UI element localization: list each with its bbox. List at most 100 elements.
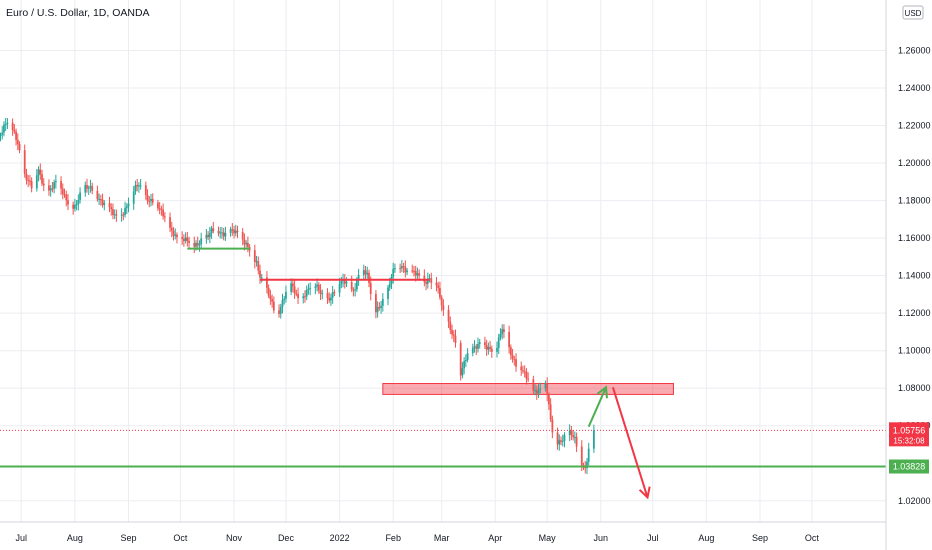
candle bbox=[295, 289, 298, 297]
candle bbox=[1, 126, 4, 140]
candle bbox=[592, 424, 595, 453]
candle bbox=[319, 284, 322, 300]
candle-body bbox=[169, 217, 171, 228]
candle bbox=[425, 278, 427, 291]
candle bbox=[466, 348, 469, 363]
candle-body bbox=[84, 185, 87, 193]
candle-body bbox=[281, 300, 284, 307]
candle-body bbox=[293, 286, 296, 294]
candle bbox=[485, 339, 488, 356]
candle-body bbox=[575, 436, 578, 447]
candle-body bbox=[584, 467, 587, 469]
candle bbox=[54, 174, 57, 189]
candle-body bbox=[549, 404, 552, 420]
candle bbox=[575, 432, 578, 453]
currency-button-label: USD bbox=[905, 9, 922, 18]
candle-body bbox=[314, 286, 317, 288]
candle-body bbox=[205, 234, 208, 239]
candle-body bbox=[233, 229, 235, 234]
candle-body bbox=[354, 289, 357, 291]
candle bbox=[520, 361, 523, 376]
candle-body bbox=[207, 234, 209, 238]
candle-body bbox=[558, 440, 561, 445]
candle bbox=[411, 264, 414, 274]
candle bbox=[309, 282, 312, 296]
candle bbox=[221, 226, 223, 239]
candle bbox=[489, 340, 491, 352]
candle bbox=[163, 212, 166, 223]
down-arrow[interactable] bbox=[611, 386, 651, 500]
candle bbox=[115, 209, 118, 222]
candle-body bbox=[537, 389, 540, 394]
candle-body bbox=[485, 345, 488, 350]
candle-body bbox=[449, 321, 452, 331]
candle-body bbox=[29, 180, 31, 182]
candle bbox=[503, 324, 505, 339]
candle-body bbox=[388, 284, 391, 288]
candle bbox=[193, 236, 196, 254]
candle-body bbox=[1, 132, 4, 135]
candle-body bbox=[345, 281, 348, 284]
candle-body bbox=[253, 250, 256, 263]
candle-body bbox=[122, 214, 125, 216]
candle bbox=[246, 236, 249, 253]
up-arrow[interactable] bbox=[587, 385, 608, 428]
candle bbox=[222, 227, 225, 241]
candle bbox=[523, 365, 526, 378]
candle bbox=[321, 289, 324, 300]
candle bbox=[551, 415, 554, 439]
candle bbox=[30, 177, 33, 193]
candle bbox=[464, 354, 467, 367]
candle bbox=[4, 117, 7, 131]
current-price-tag-bg bbox=[889, 422, 929, 447]
candle bbox=[461, 362, 464, 379]
candle bbox=[402, 262, 405, 273]
candle bbox=[473, 340, 476, 353]
candle bbox=[176, 232, 178, 244]
candle bbox=[390, 273, 393, 290]
candle bbox=[338, 277, 341, 297]
candle bbox=[381, 293, 384, 312]
candle bbox=[112, 203, 114, 220]
up-arrow-head bbox=[596, 385, 608, 399]
countdown-timer: 15:32:08 bbox=[893, 436, 925, 445]
candle-body bbox=[509, 347, 512, 356]
candle bbox=[549, 398, 552, 423]
candle bbox=[515, 353, 517, 372]
candle bbox=[186, 231, 189, 247]
candle bbox=[499, 328, 502, 341]
candle bbox=[345, 277, 348, 288]
resistance-zone[interactable] bbox=[382, 383, 674, 395]
candle-body bbox=[212, 228, 215, 231]
candle-body bbox=[523, 371, 526, 373]
candle bbox=[248, 244, 251, 257]
candle-body bbox=[87, 187, 90, 189]
candle bbox=[170, 221, 173, 237]
price-axis-panel[interactable] bbox=[886, 0, 932, 550]
currency-button[interactable]: USD bbox=[902, 5, 924, 20]
candle bbox=[587, 442, 590, 466]
candle-body bbox=[120, 214, 123, 216]
candle-body bbox=[471, 347, 474, 354]
candle bbox=[477, 337, 479, 353]
candle bbox=[113, 209, 116, 220]
candle bbox=[297, 287, 299, 304]
candle bbox=[511, 348, 514, 363]
candle bbox=[231, 222, 234, 236]
candle bbox=[451, 324, 453, 339]
candle bbox=[134, 180, 137, 195]
candle bbox=[86, 178, 88, 193]
candle-body bbox=[271, 299, 274, 302]
candle-body bbox=[184, 237, 187, 241]
candle-body bbox=[217, 230, 220, 234]
candle-body bbox=[381, 298, 384, 306]
candle bbox=[266, 271, 268, 294]
candle-body bbox=[196, 242, 199, 246]
candle-body bbox=[113, 214, 116, 216]
candle-body bbox=[515, 359, 517, 367]
candle bbox=[125, 203, 128, 215]
candle bbox=[162, 203, 165, 220]
candle bbox=[399, 263, 402, 274]
candle-body bbox=[54, 181, 57, 183]
